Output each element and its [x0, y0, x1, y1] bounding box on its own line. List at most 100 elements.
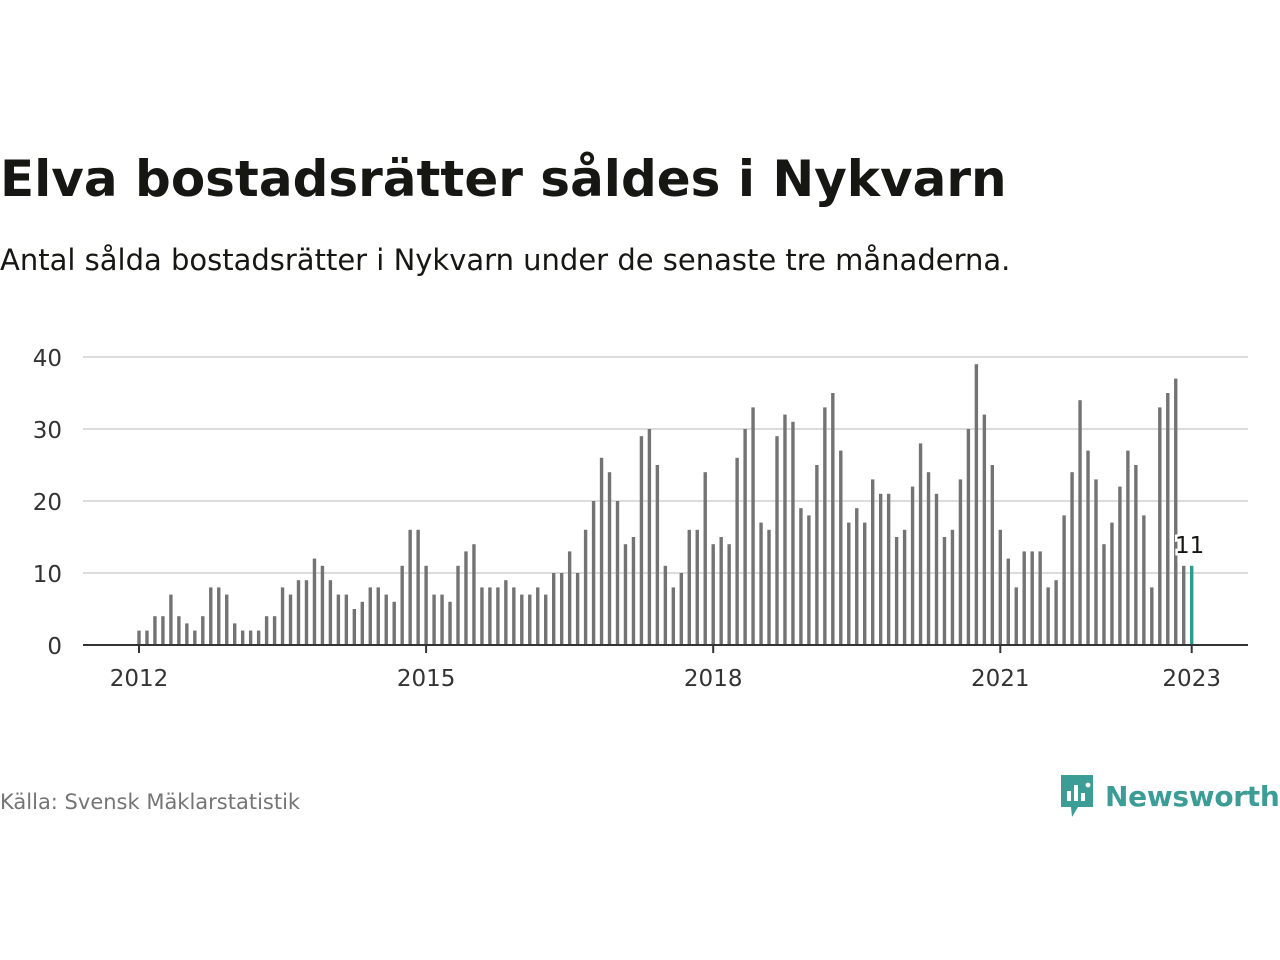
bar: [910, 486, 915, 645]
brand-name: Newsworthy: [1105, 779, 1280, 813]
bar: [280, 587, 285, 645]
bar: [751, 407, 755, 645]
bar: [145, 630, 149, 645]
bar: [496, 587, 500, 645]
bar: [368, 587, 372, 645]
bar: [847, 522, 851, 645]
bar: [647, 429, 652, 645]
bar: [1078, 400, 1082, 645]
data-label: 11: [1175, 533, 1204, 559]
y-tick-label: 30: [33, 418, 62, 444]
bar: [1030, 551, 1034, 645]
bar: [615, 501, 620, 645]
bar: [719, 537, 723, 645]
bar: [488, 587, 492, 645]
bar: [312, 558, 317, 645]
bar: [974, 364, 979, 645]
bar: [894, 537, 899, 645]
bar: [480, 587, 484, 645]
bar: [871, 479, 875, 645]
bar: [320, 565, 325, 645]
bar: [711, 544, 715, 645]
bar: [1142, 515, 1146, 645]
bar: [352, 609, 357, 645]
x-tick-label: 2021: [971, 666, 1030, 692]
bar: [767, 529, 771, 645]
bar: [304, 580, 309, 645]
bar: [639, 436, 644, 645]
bar: [464, 551, 468, 645]
bar: [982, 414, 987, 645]
source-note: Källa: Svensk Mäklarstatistik: [0, 790, 301, 814]
bar: [1158, 407, 1162, 645]
bar: [344, 594, 349, 645]
bar: [703, 472, 707, 645]
bar: [400, 565, 404, 645]
bar: [1022, 551, 1026, 645]
bar: [687, 529, 691, 645]
bar: [950, 529, 955, 645]
bar: [695, 529, 699, 645]
bar: [727, 544, 731, 645]
bar: [336, 594, 341, 645]
bar: [472, 544, 476, 645]
bar: [137, 630, 141, 645]
bar: [392, 601, 396, 645]
bar: [591, 501, 596, 645]
bar: [1182, 565, 1186, 645]
bar: [376, 587, 380, 645]
bar: [1118, 486, 1122, 645]
bar: [201, 616, 205, 645]
bar: [1086, 450, 1090, 645]
bar: [520, 594, 524, 645]
bar: [878, 493, 883, 645]
bar: [1174, 378, 1178, 645]
bar: [918, 443, 923, 645]
bar: [902, 529, 907, 645]
bar: [448, 601, 452, 645]
newsworthy-logo-icon: [1061, 775, 1093, 817]
bar: [256, 630, 261, 645]
bar: [1046, 587, 1050, 645]
x-tick-label: 2015: [397, 666, 456, 692]
bar: [743, 429, 747, 645]
bar: [504, 580, 508, 645]
bar: [759, 522, 763, 645]
bar: [360, 601, 364, 645]
x-tick-label: 2018: [684, 666, 743, 692]
bar: [416, 529, 420, 645]
bar: [599, 457, 604, 645]
bar: [671, 587, 676, 645]
bar: [855, 508, 859, 645]
bar: [288, 594, 293, 645]
bar: [735, 457, 739, 645]
bar: [663, 565, 668, 645]
bar: [1070, 472, 1074, 645]
bar: [926, 472, 931, 645]
bar: [1134, 465, 1138, 645]
x-tick-label: 2023: [1162, 666, 1221, 692]
bar: [575, 573, 580, 645]
bar: [185, 623, 189, 645]
bar: [679, 573, 683, 645]
bar: [966, 429, 971, 645]
bar: [1126, 450, 1130, 645]
bar: [791, 421, 795, 645]
brand-logo[interactable]: Newsworthy: [1059, 772, 1280, 820]
bar: [831, 393, 835, 645]
bar: [815, 465, 819, 645]
bar: [1166, 393, 1170, 645]
bar: [998, 529, 1002, 645]
bar: [839, 450, 843, 645]
bar: [623, 544, 628, 645]
bar: [225, 594, 229, 645]
bar: [193, 630, 197, 645]
x-tick-label: 2012: [110, 666, 169, 692]
bar: [512, 587, 516, 645]
bar: [1150, 587, 1154, 645]
bar: [655, 465, 660, 645]
bar: [169, 594, 173, 645]
bar: [384, 594, 388, 645]
bar: [583, 529, 588, 645]
